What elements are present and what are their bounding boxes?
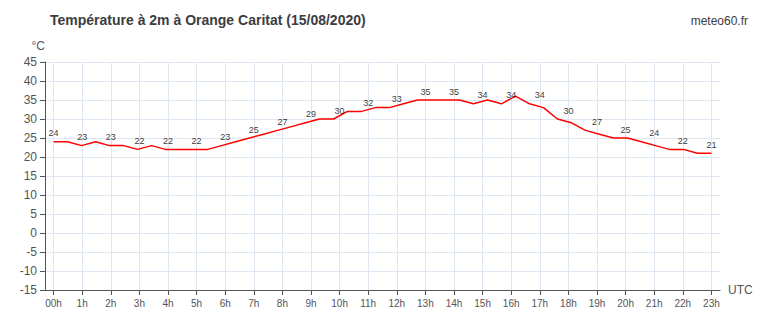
svg-text:34: 34 <box>535 90 545 100</box>
svg-text:34: 34 <box>506 90 516 100</box>
svg-text:25: 25 <box>24 131 38 145</box>
svg-text:34: 34 <box>478 90 488 100</box>
svg-text:17h: 17h <box>531 298 548 309</box>
svg-text:30: 30 <box>335 106 345 116</box>
svg-text:11h: 11h <box>360 298 376 309</box>
svg-text:-15: -15 <box>20 283 38 297</box>
svg-text:00h: 00h <box>45 298 62 309</box>
svg-text:25: 25 <box>249 125 259 135</box>
svg-text:8h: 8h <box>277 298 288 309</box>
svg-text:12h: 12h <box>388 298 405 309</box>
svg-text:5: 5 <box>30 207 37 221</box>
svg-text:22h: 22h <box>674 298 691 309</box>
svg-text:25: 25 <box>621 125 631 135</box>
svg-text:24: 24 <box>49 128 59 138</box>
svg-text:19h: 19h <box>589 298 606 309</box>
svg-text:27: 27 <box>592 117 602 127</box>
svg-text:3h: 3h <box>134 298 145 309</box>
svg-text:10h: 10h <box>331 298 348 309</box>
svg-text:15: 15 <box>24 169 38 183</box>
svg-text:18h: 18h <box>560 298 577 309</box>
svg-text:35: 35 <box>24 93 38 107</box>
svg-text:23: 23 <box>220 132 230 142</box>
svg-text:4h: 4h <box>162 298 173 309</box>
svg-text:22: 22 <box>134 136 144 146</box>
svg-text:meteo60.fr: meteo60.fr <box>691 14 748 28</box>
svg-text:23: 23 <box>106 132 116 142</box>
svg-text:9h: 9h <box>305 298 316 309</box>
svg-text:6h: 6h <box>220 298 231 309</box>
svg-text:29: 29 <box>306 109 316 119</box>
svg-text:Température à 2m à Orange Cari: Température à 2m à Orange Caritat (15/08… <box>50 12 366 28</box>
svg-text:33: 33 <box>392 94 402 104</box>
svg-text:23h: 23h <box>703 298 720 309</box>
svg-text:20h: 20h <box>617 298 634 309</box>
svg-text:10: 10 <box>24 188 38 202</box>
svg-text:°C: °C <box>32 39 46 53</box>
svg-text:32: 32 <box>363 98 373 108</box>
svg-text:13h: 13h <box>417 298 434 309</box>
svg-text:30: 30 <box>563 106 573 116</box>
svg-text:22: 22 <box>192 136 202 146</box>
svg-text:16h: 16h <box>503 298 520 309</box>
svg-text:24: 24 <box>649 128 659 138</box>
svg-text:15h: 15h <box>474 298 491 309</box>
svg-text:22: 22 <box>678 136 688 146</box>
svg-text:2h: 2h <box>105 298 116 309</box>
svg-text:35: 35 <box>449 87 459 97</box>
svg-text:45: 45 <box>24 55 38 69</box>
svg-text:30: 30 <box>24 112 38 126</box>
svg-text:7h: 7h <box>248 298 259 309</box>
svg-text:UTC: UTC <box>728 283 753 297</box>
svg-text:-10: -10 <box>20 264 38 278</box>
svg-text:27: 27 <box>277 117 287 127</box>
svg-text:14h: 14h <box>446 298 463 309</box>
svg-text:35: 35 <box>420 87 430 97</box>
svg-text:21: 21 <box>706 140 716 150</box>
svg-text:21h: 21h <box>646 298 663 309</box>
svg-text:20: 20 <box>24 150 38 164</box>
svg-text:-5: -5 <box>26 245 37 259</box>
svg-text:1h: 1h <box>77 298 88 309</box>
svg-text:22: 22 <box>163 136 173 146</box>
svg-text:0: 0 <box>30 226 37 240</box>
svg-text:40: 40 <box>24 74 38 88</box>
svg-text:5h: 5h <box>191 298 202 309</box>
svg-text:23: 23 <box>77 132 87 142</box>
